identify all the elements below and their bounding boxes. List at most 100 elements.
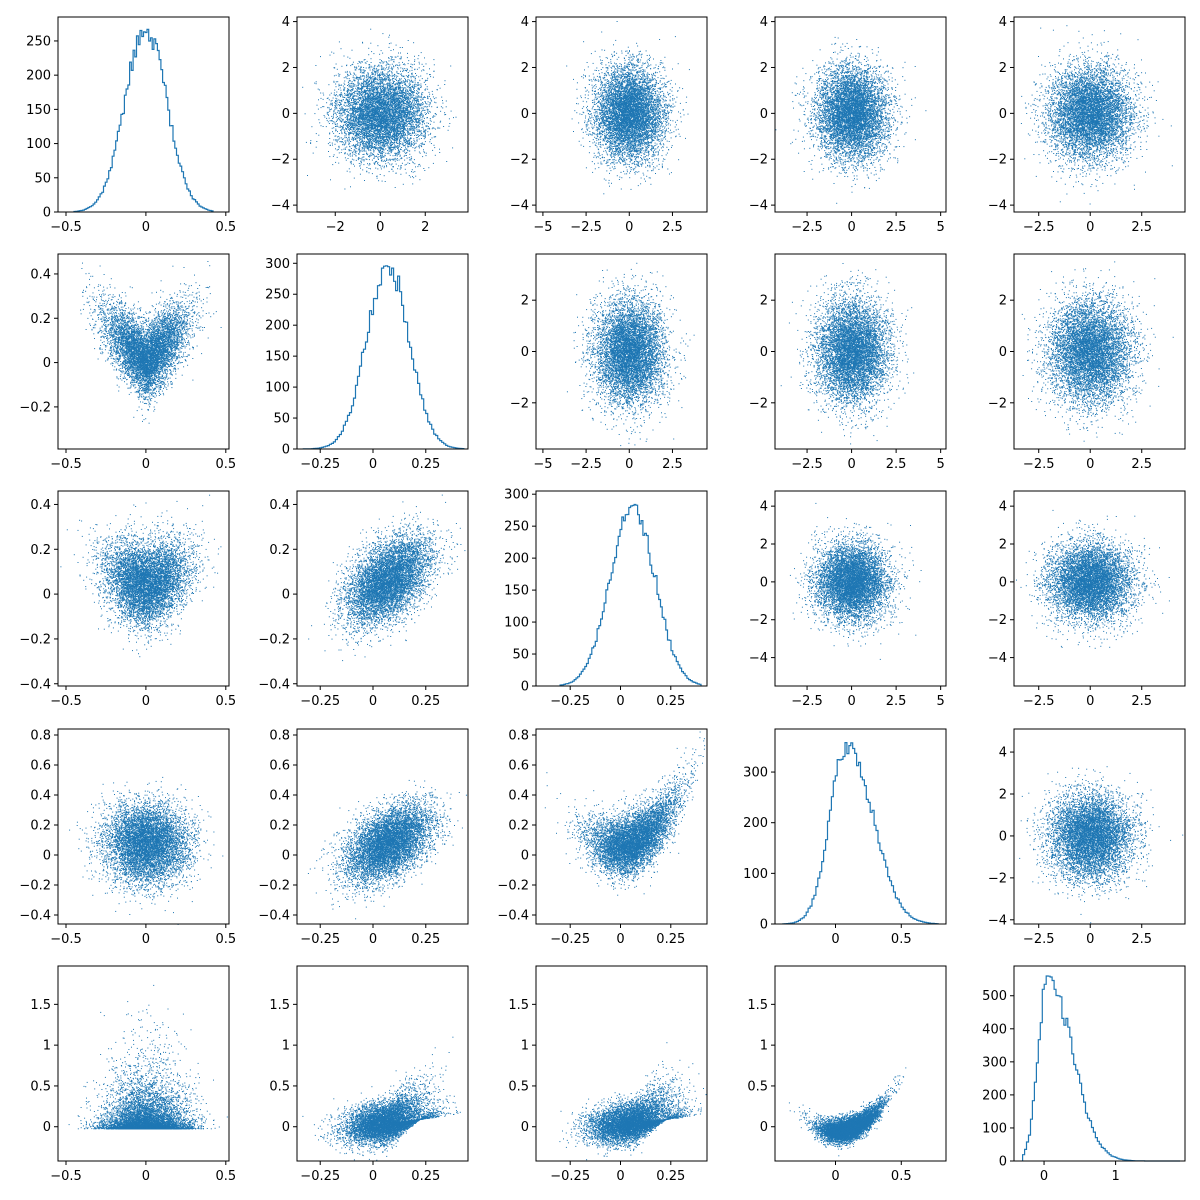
scatter-point — [376, 144, 377, 145]
scatter-point — [384, 167, 385, 168]
scatter-point — [408, 63, 409, 64]
scatter-point — [351, 161, 352, 162]
scatter-point — [353, 73, 354, 74]
scatter-point — [415, 176, 416, 177]
scatter-point — [389, 64, 390, 65]
scatter-point — [384, 160, 385, 161]
scatter-point — [431, 143, 432, 144]
scatter-point — [348, 109, 349, 110]
scatter-point — [409, 70, 410, 71]
scatter-point — [414, 140, 415, 141]
scatter-point — [442, 107, 443, 108]
scatter-point — [362, 149, 363, 150]
scatter-point — [411, 135, 412, 136]
scatter-point — [412, 169, 413, 170]
scatter-point — [421, 132, 422, 133]
scatter-point — [375, 74, 376, 75]
scatter-point — [361, 84, 362, 85]
scatter-point — [384, 74, 385, 75]
scatter-point — [427, 112, 428, 113]
scatter-point — [306, 142, 307, 143]
scatter-point — [388, 69, 389, 70]
scatter-point — [392, 79, 393, 80]
scatter-point — [354, 166, 355, 167]
scatter-point — [307, 175, 308, 176]
x-tick-label: 0 — [142, 220, 150, 235]
scatter-point — [379, 54, 380, 55]
scatter-point — [318, 99, 319, 100]
histogram-step — [74, 29, 213, 212]
x-tick-label: 0.5 — [215, 220, 236, 235]
scatter-point — [331, 104, 332, 105]
scatter-point — [411, 156, 412, 157]
scatter-point — [366, 77, 367, 78]
scatter-point — [363, 164, 364, 165]
scatter-point — [350, 74, 351, 75]
scatter-point — [412, 124, 413, 125]
scatter-point — [382, 33, 383, 34]
scatter-point — [338, 149, 339, 150]
scatter-point — [394, 75, 395, 76]
y-tick-label: 150 — [26, 103, 51, 118]
scatter-point — [355, 91, 356, 92]
scatter-point — [376, 68, 377, 69]
scatter-point — [402, 163, 403, 164]
scatter-point — [381, 96, 382, 97]
x-tick-label: −0.5 — [50, 220, 82, 235]
scatter-point — [401, 58, 402, 59]
scatter-point — [439, 128, 440, 129]
y-tick-label: 100 — [26, 137, 51, 152]
scatter-point — [352, 133, 353, 134]
scatter-point — [374, 72, 375, 73]
scatter-point — [407, 53, 408, 54]
scatter-point — [329, 111, 330, 112]
scatter-point — [380, 59, 381, 60]
scatter-point — [409, 115, 410, 116]
scatter-point — [366, 146, 367, 147]
scatter-point — [332, 143, 333, 144]
scatter-point — [440, 111, 441, 112]
scatter-point — [416, 84, 417, 85]
y-tick-label: 250 — [26, 34, 51, 49]
scatter-point — [386, 61, 387, 62]
scatter-point — [340, 120, 341, 121]
scatter-point — [388, 146, 389, 147]
scatter-point — [356, 160, 357, 161]
scatter-point — [388, 71, 389, 72]
scatter-point — [330, 109, 331, 110]
scatter-point — [370, 29, 371, 30]
scatter-point — [384, 75, 385, 76]
scatter-point — [368, 103, 369, 104]
scatter-point — [431, 106, 432, 107]
scatter-point — [333, 127, 334, 128]
scatter-point — [377, 45, 378, 46]
scatter-point — [341, 106, 342, 107]
y-tick-label: 0 — [43, 206, 51, 221]
scatter-point — [336, 141, 337, 142]
scatter-point — [446, 161, 447, 162]
y-tick-label: 50 — [34, 171, 51, 186]
scatter-point — [346, 134, 347, 135]
y-tick-label: 200 — [26, 69, 51, 84]
scatter-point — [381, 74, 382, 75]
scatter-point — [375, 83, 376, 84]
scatter-point — [369, 159, 370, 160]
scatter-point — [408, 104, 409, 105]
scatter-point — [411, 171, 412, 172]
scatter-point — [382, 61, 383, 62]
scatter-point — [407, 163, 408, 164]
scatter-point — [340, 115, 341, 116]
scatter-point — [432, 150, 433, 151]
scatter-point — [341, 120, 342, 121]
scatter-point — [414, 141, 415, 142]
scatter-point — [402, 143, 403, 144]
scatter-point — [416, 75, 417, 76]
scatter-point — [390, 84, 391, 85]
axes-frame — [58, 17, 229, 212]
scatter-point — [381, 89, 382, 90]
scatter-point — [394, 105, 395, 106]
scatter-point — [426, 104, 427, 105]
scatter-point — [386, 158, 387, 159]
